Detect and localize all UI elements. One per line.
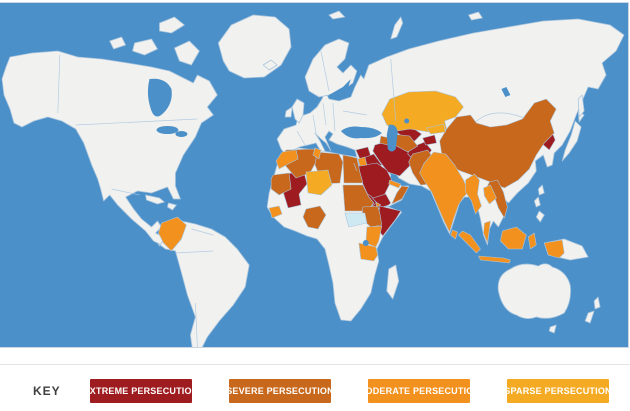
country-niger [305,169,333,196]
country-java [478,255,511,264]
country-india [419,151,469,233]
hudson-bay [147,78,172,117]
countries-sparse-persecution [305,90,464,196]
country-tanzania [358,242,379,262]
legend-sparse-persecution: SPARSE PERSECUTION [504,379,612,403]
country-malaysia [483,220,491,244]
country-egypt [342,154,364,184]
key-label: KEY [33,384,61,398]
country-borders [57,50,525,347]
country-guinea [268,205,283,219]
country-jordan [357,156,368,167]
aral-sea [404,118,410,124]
country-morocco [275,149,299,170]
divider-line [0,364,630,365]
country-tunisia [312,147,322,160]
water-bodies [147,78,511,246]
great-lakes [156,126,179,134]
country-oman [391,185,409,205]
legend-severe-persecution: SEVERE PERSECUTION [226,379,334,403]
country-kyrgyzstan [426,123,446,135]
country-sudan [342,184,375,212]
country-sumatra [458,230,481,254]
country-south-sudan [344,212,368,228]
map-key: KEY EXTREME PERSECUTION SEVERE PERSECUTI… [0,365,630,403]
countries-moderate-persecution [158,147,565,264]
country-myanmar [465,173,482,215]
country-tajikistan [422,134,437,146]
lake-baikal [501,87,511,97]
country-sulawesi [528,232,537,250]
madagascar [386,264,400,300]
country-kazakhstan [381,90,464,134]
iceland [262,59,278,71]
baltic-sea [328,79,351,99]
country-mauritania [270,172,292,196]
country-sri-lanka [450,229,458,240]
country-djibouti [375,201,382,208]
black-sea [340,126,382,139]
country-west-papua [543,239,565,259]
country-nigeria [302,205,327,230]
legend-moderate-persecution: MODERATE PERSECUTION [358,379,480,403]
australia [497,263,571,319]
country-borneo [500,226,527,250]
country-laos [483,184,497,205]
legend-extreme-persecution: EXTREME PERSECUTION [84,379,198,403]
country-uae-qatar [388,179,402,189]
cuba [145,194,165,205]
world-map-svg [0,3,628,347]
countries-severe-persecution [270,98,557,230]
world-map [0,2,629,348]
country-china [439,98,557,189]
caspian-sea [386,124,398,152]
lake-victoria [362,240,369,246]
country-colombia [158,216,187,252]
japan [561,120,582,162]
